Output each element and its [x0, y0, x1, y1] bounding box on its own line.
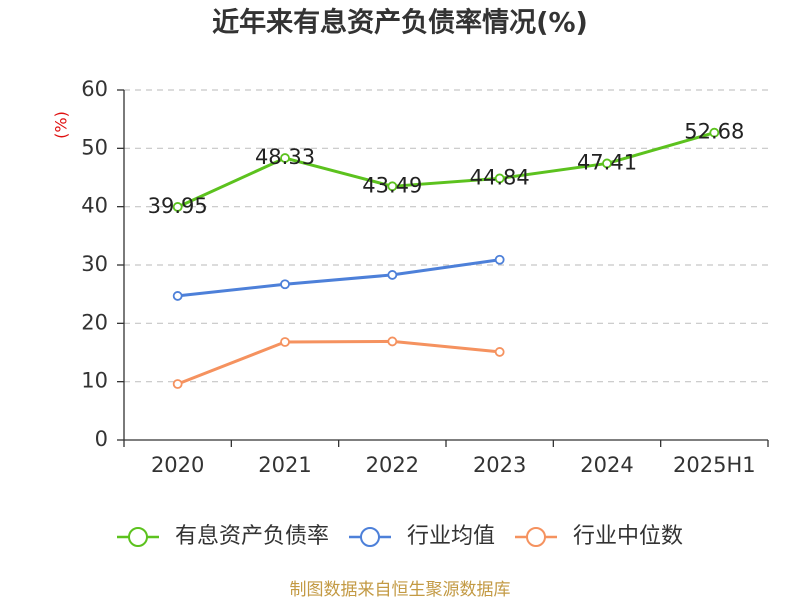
legend-marker-icon — [526, 527, 546, 547]
legend: 有息资产负债率 行业均值 行业中位数 — [117, 524, 683, 549]
data-point[interactable] — [387, 270, 398, 280]
data-point[interactable] — [709, 127, 720, 138]
data-point[interactable] — [172, 202, 183, 212]
legend-label: 行业均值 — [407, 524, 495, 549]
data-label: 43.49 — [362, 173, 422, 197]
data-label: 44.84 — [470, 165, 530, 189]
series-line — [176, 131, 716, 209]
legend-item[interactable]: 行业中位数 — [515, 524, 683, 549]
data-label: 52.68 — [684, 120, 744, 144]
y-axis-unit-label: (%) — [52, 111, 71, 139]
x-tick-label: 2021 — [258, 453, 311, 477]
legend-label: 行业中位数 — [573, 524, 683, 549]
data-point[interactable] — [602, 158, 612, 169]
legend-item[interactable]: 有息资产负债率 — [117, 524, 329, 549]
y-tick-label: 60 — [81, 77, 108, 101]
y-tick-label: 50 — [81, 135, 108, 159]
chart-title: 近年来有息资产负债率情况(%) — [212, 7, 588, 39]
series-lines — [172, 127, 720, 389]
source-note: 制图数据来自恒生聚源数据库 — [290, 580, 511, 600]
y-tick-label: 20 — [81, 310, 108, 334]
series-line — [176, 258, 502, 298]
data-point[interactable] — [387, 336, 398, 347]
data-label: 48.33 — [255, 145, 315, 169]
axes: 0 10 20 30 40 50 60 2020 2021 2022 2023 2024 2025H1 — [81, 77, 769, 477]
x-tick-label: 2024 — [580, 453, 633, 477]
legend-marker-icon — [360, 527, 380, 547]
series-2 — [172, 336, 505, 389]
data-point[interactable] — [387, 181, 398, 192]
y-tick-label: 10 — [81, 369, 108, 393]
legend-marker-icon — [128, 527, 148, 547]
data-point[interactable] — [494, 347, 505, 357]
legend-item[interactable]: 行业均值 — [349, 524, 495, 549]
y-tick-label: 40 — [81, 194, 108, 218]
data-point[interactable] — [280, 337, 290, 347]
y-tick-label: 0 — [95, 427, 108, 451]
data-point[interactable] — [280, 279, 290, 290]
data-label: 39.95 — [148, 194, 208, 218]
legend-label: 有息资产负债率 — [175, 524, 329, 549]
data-labels: 39.95 48.33 43.49 44.84 47.41 52.68 — [148, 120, 745, 218]
data-point[interactable] — [280, 153, 290, 163]
data-label: 47.41 — [577, 150, 637, 174]
y-tick-label: 30 — [81, 252, 108, 276]
data-point[interactable] — [494, 173, 505, 184]
series-line — [176, 339, 502, 386]
x-tick-label: 2023 — [473, 453, 526, 477]
data-point[interactable] — [494, 254, 505, 265]
series-1 — [172, 254, 505, 301]
grid-lines — [124, 89, 768, 383]
series-0 — [172, 127, 720, 212]
data-point[interactable] — [172, 379, 183, 389]
data-point[interactable] — [172, 291, 183, 301]
x-tick-label: 2022 — [366, 453, 419, 477]
x-tick-label: 2025H1 — [673, 453, 756, 477]
x-tick-label: 2020 — [151, 453, 204, 477]
